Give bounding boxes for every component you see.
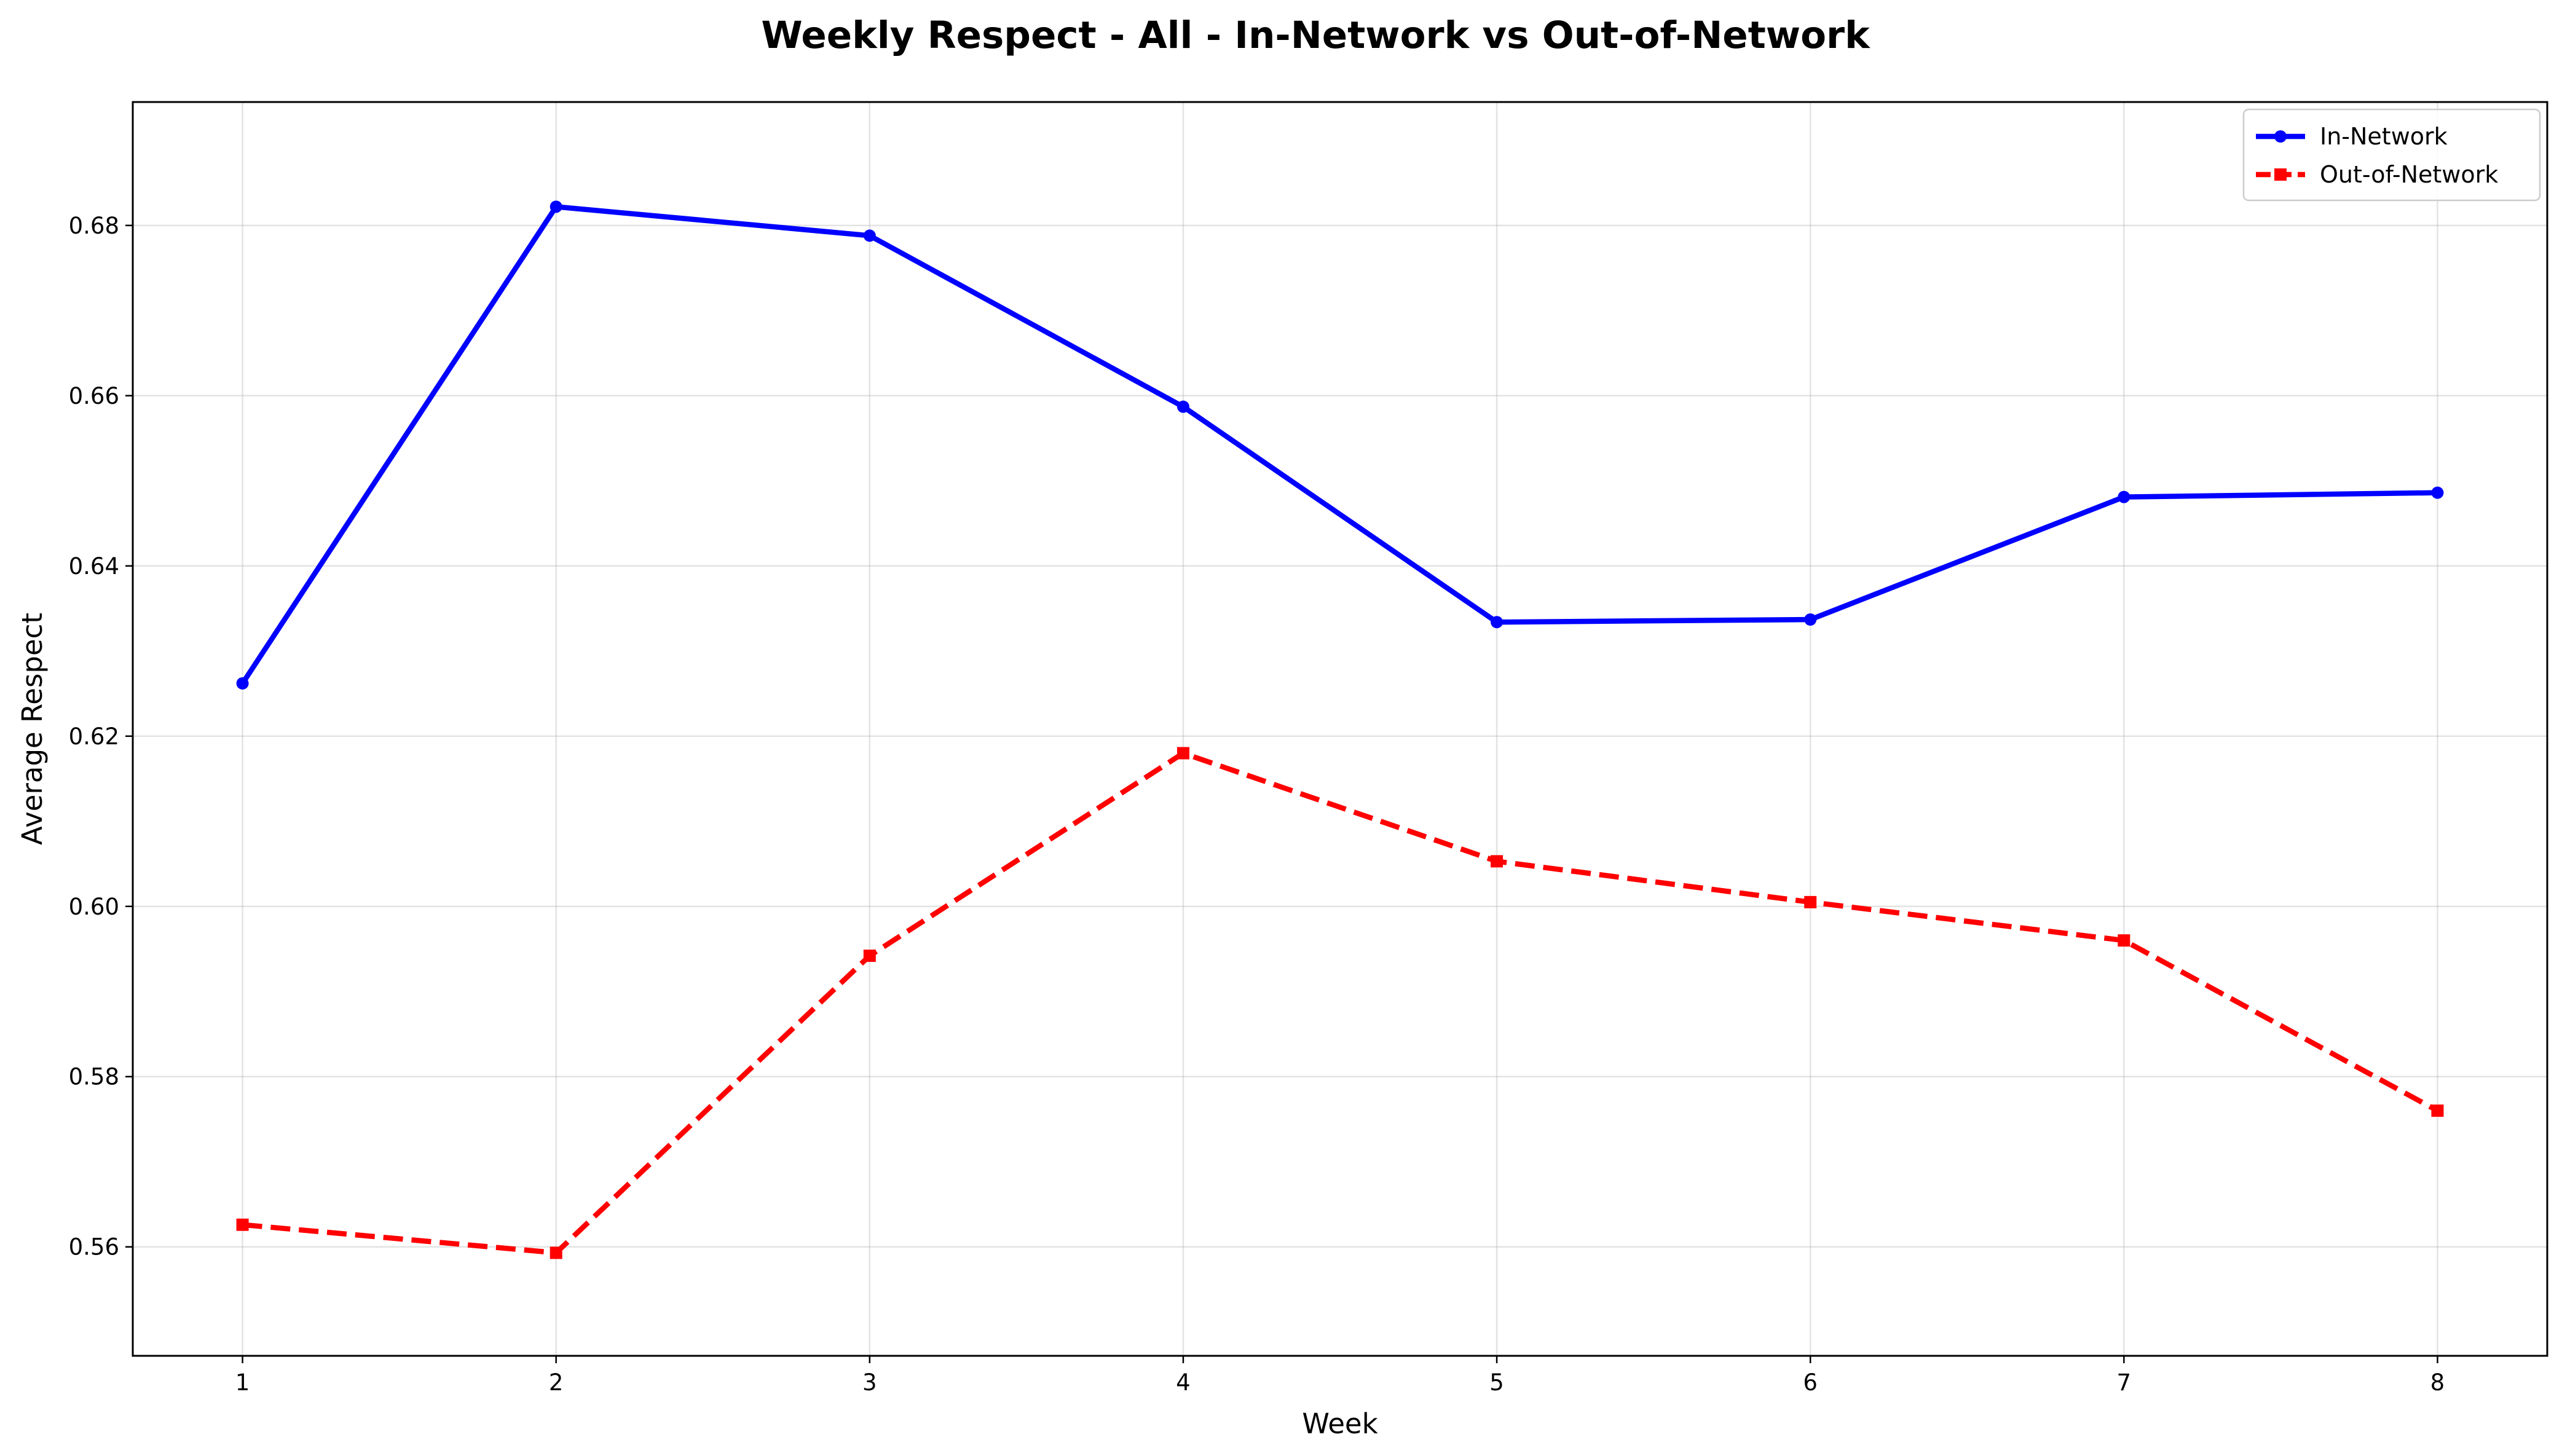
data-point <box>1804 613 1817 626</box>
legend-label: In-Network <box>2320 123 2448 150</box>
legend: In-Network Out-of-Network <box>2242 108 2541 202</box>
legend-marker <box>2274 168 2287 181</box>
x-tick-label: 3 <box>862 1369 877 1396</box>
data-point <box>1491 616 1504 629</box>
y-axis-label: Average Respect <box>16 613 49 845</box>
y-tick-label: 0.68 <box>69 213 119 239</box>
series-line-in-network <box>240 204 2438 685</box>
y-tick-label: 0.62 <box>69 723 119 750</box>
data-point <box>1804 895 1817 908</box>
data-point <box>863 950 876 962</box>
y-tick-label: 0.66 <box>69 383 119 409</box>
series-layer <box>236 200 2444 1259</box>
legend-box <box>2242 108 2541 202</box>
data-point <box>236 677 249 690</box>
x-tick-label: 2 <box>549 1369 564 1396</box>
grid <box>133 102 2547 1356</box>
data-point <box>2118 490 2130 503</box>
y-tick-label: 0.58 <box>69 1064 119 1090</box>
data-point <box>863 229 876 242</box>
legend-label: Out-of-Network <box>2320 161 2498 188</box>
x-tick-label: 7 <box>2117 1369 2132 1396</box>
series-line-out-of-network <box>242 750 2439 1256</box>
x-tick-label: 1 <box>235 1369 250 1396</box>
y-tick-label: 0.56 <box>69 1234 119 1261</box>
data-point <box>236 1218 249 1231</box>
legend-marker <box>2274 130 2287 143</box>
data-point <box>1177 400 1189 413</box>
y-tick-label: 0.60 <box>69 894 119 920</box>
axis-ticks: 1 2 3 4 5 6 7 8 0.56 0.58 0.60 0.62 0.64 0.66 0.68 <box>69 213 2445 1396</box>
x-tick-label: 4 <box>1176 1369 1191 1396</box>
x-tick-label: 8 <box>2430 1369 2445 1396</box>
chart-title: Weekly Respect - All - In-Network vs Out… <box>761 14 1870 57</box>
plot-frame <box>132 101 2548 1357</box>
x-axis-label: Week <box>1302 1407 1378 1440</box>
x-tick-label: 6 <box>1803 1369 1818 1396</box>
data-point <box>2118 934 2130 947</box>
data-point <box>550 200 562 213</box>
y-tick-label: 0.64 <box>69 553 119 580</box>
data-point <box>1491 855 1504 868</box>
data-point <box>2431 1104 2444 1117</box>
data-point <box>1177 747 1189 760</box>
data-point <box>550 1246 562 1259</box>
x-tick-label: 5 <box>1489 1369 1504 1396</box>
data-point <box>2431 486 2444 499</box>
